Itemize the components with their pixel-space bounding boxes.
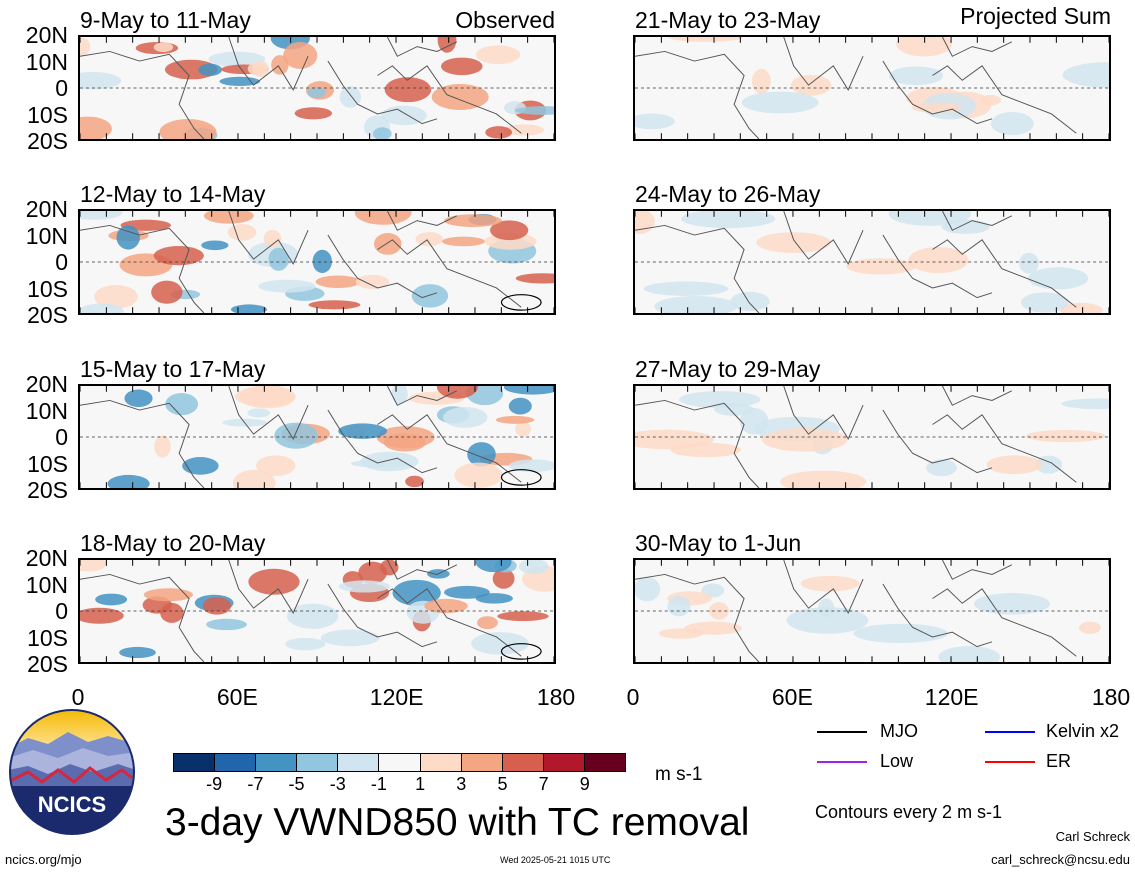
latitude-label: 20S xyxy=(27,128,68,154)
colorbar-tick-label: -3 xyxy=(329,774,346,794)
panel-title: 21-May to 23-May xyxy=(635,7,821,33)
longitude-label: 180 xyxy=(1091,684,1131,710)
map-panel xyxy=(78,558,556,664)
logo-text: NCICS xyxy=(38,792,106,817)
latitude-label: 20S xyxy=(27,651,68,677)
latitude-label: 10S xyxy=(27,275,68,302)
panel-title: 27-May to 29-May xyxy=(635,356,821,382)
colorbar-segment xyxy=(543,754,585,771)
longitude-label: 60E xyxy=(216,684,258,710)
colorbar-tick-label: 3 xyxy=(456,774,467,794)
latitude-label: 10S xyxy=(27,450,68,477)
projected-sum-label: Projected Sum xyxy=(960,3,1111,29)
panel-title: 12-May to 14-May xyxy=(80,181,266,207)
map-panel xyxy=(633,384,1111,490)
colorbar-segment xyxy=(215,754,257,771)
colorbar-tick-label: 5 xyxy=(497,774,508,794)
panel-title: 30-May to 1-Jun xyxy=(635,530,802,556)
longitude-label: 180 xyxy=(536,684,576,710)
colorbar-segment xyxy=(461,754,503,771)
colorbar-tick-label: 9 xyxy=(579,774,590,794)
map-panel xyxy=(78,384,556,490)
latitude-label: 20N xyxy=(25,22,68,48)
latitude-label: 20N xyxy=(25,371,68,397)
colorbar xyxy=(173,753,626,772)
latitude-label: 20S xyxy=(27,302,68,328)
colorbar-segment xyxy=(379,754,421,771)
panel-title: 18-May to 20-May xyxy=(80,530,266,556)
map-panel xyxy=(78,35,556,141)
latitude-label: 10N xyxy=(25,571,68,598)
legend-label-mjo: MJO xyxy=(880,721,918,741)
longitude-label: 120E xyxy=(924,684,979,710)
timestamp: Wed 2025-05-21 1015 UTC xyxy=(500,855,611,865)
colorbar-segment xyxy=(174,754,216,771)
legend-label-kelvin: Kelvin x2 xyxy=(1046,721,1120,741)
colorbar-segment xyxy=(256,754,298,771)
map-panel xyxy=(78,209,556,315)
latitude-label: 0 xyxy=(55,75,68,101)
contour-note: Contours every 2 m s-1 xyxy=(815,802,1003,822)
colorbar-segment xyxy=(297,754,339,771)
panel-title: 9-May to 11-May xyxy=(80,7,251,33)
email-link[interactable]: carl_schreck@ncsu.edu xyxy=(991,852,1130,867)
colorbar-units: m s-1 xyxy=(655,764,703,785)
observed-label: Observed xyxy=(455,7,555,33)
latitude-label: 0 xyxy=(55,424,68,450)
latitude-label: 0 xyxy=(55,249,68,275)
colorbar-tick-label: -9 xyxy=(206,774,223,794)
latitude-label: 20N xyxy=(25,196,68,222)
colorbar-tick-label: 1 xyxy=(415,774,426,794)
longitude-label: 0 xyxy=(71,684,85,710)
latitude-label: 20S xyxy=(27,477,68,503)
longitude-label: 120E xyxy=(369,684,424,710)
map-panel xyxy=(633,35,1111,141)
colorbar-tick-label: -7 xyxy=(247,774,264,794)
colorbar-tick-label: -5 xyxy=(288,774,305,794)
colorbar-tick-label: 7 xyxy=(538,774,549,794)
map-panel xyxy=(633,558,1111,664)
author: Carl Schreck xyxy=(1055,829,1130,844)
colorbar-segment xyxy=(584,754,626,771)
legend-line-low xyxy=(817,761,867,763)
panel-title: 24-May to 26-May xyxy=(635,181,821,207)
panel-title: 15-May to 17-May xyxy=(80,356,266,382)
map-panel xyxy=(633,209,1111,315)
latitude-label: 10N xyxy=(25,222,68,249)
legend-label-er: ER xyxy=(1046,751,1072,771)
latitude-label: 10S xyxy=(27,624,68,651)
latitude-label: 0 xyxy=(55,598,68,624)
colorbar-segment xyxy=(338,754,380,771)
website-link[interactable]: ncics.org/mjo xyxy=(5,852,82,867)
latitude-label: 10S xyxy=(27,101,68,128)
legend-line-er xyxy=(985,761,1035,763)
colorbar-segment xyxy=(502,754,544,771)
legend-line-mjo xyxy=(817,731,867,733)
legend-label-low: Low xyxy=(880,751,914,771)
latitude-label: 10N xyxy=(25,48,68,75)
longitude-label: 60E xyxy=(771,684,813,710)
latitude-label: 10N xyxy=(25,397,68,424)
latitude-label: 20N xyxy=(25,545,68,571)
ncics-logo: NCICS xyxy=(8,708,136,836)
main-title: 3-day VWND850 with TC removal xyxy=(165,801,750,844)
colorbar-tick-label: -1 xyxy=(370,774,387,794)
longitude-label: 0 xyxy=(626,684,640,710)
colorbar-segment xyxy=(420,754,462,771)
legend-line-kelvin xyxy=(985,731,1035,733)
